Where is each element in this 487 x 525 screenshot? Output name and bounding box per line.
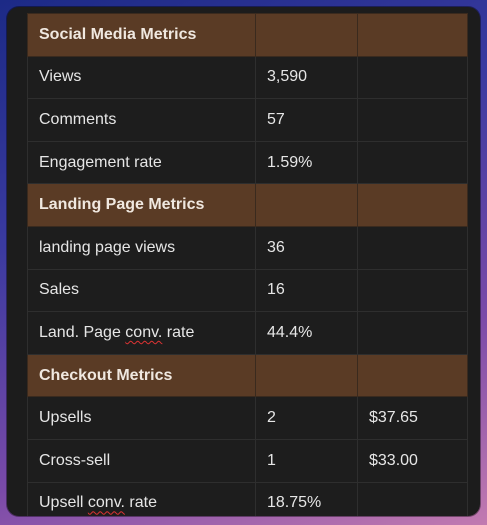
table-cell[interactable] [255, 353, 358, 398]
row-extra[interactable]: $37.65 [357, 396, 468, 440]
table-row: Sales 16 [27, 268, 468, 313]
row-label[interactable]: landing page views [27, 225, 256, 270]
table-cell[interactable] [357, 353, 468, 398]
row-label[interactable]: Land. Page conv. rate [27, 311, 256, 355]
row-extra[interactable] [357, 481, 468, 516]
section-header-landing-page: Landing Page Metrics [27, 183, 468, 227]
table-row: Engagement rate 1.59% [27, 140, 468, 185]
table-row: Cross-sell 1 $33.00 [27, 438, 468, 483]
table-row: Upsell conv. rate 18.75% [27, 481, 468, 516]
metrics-table: Social Media Metrics Views 3,590 Comment… [27, 13, 468, 516]
section-title[interactable]: Checkout Metrics [27, 353, 256, 398]
table-row: landing page views 36 [27, 225, 468, 270]
row-extra[interactable] [357, 268, 468, 313]
row-value[interactable]: 1 [255, 438, 358, 483]
section-header-social-media: Social Media Metrics [27, 13, 468, 57]
label-text: rate [124, 494, 157, 512]
row-label[interactable]: Engagement rate [27, 140, 256, 185]
row-value[interactable]: 3,590 [255, 55, 358, 100]
table-row: Comments 57 [27, 98, 468, 142]
row-value[interactable]: 18.75% [255, 481, 358, 516]
table-row: Upsells 2 $37.65 [27, 396, 468, 440]
row-label[interactable]: Upsells [27, 396, 256, 440]
row-label[interactable]: Comments [27, 98, 256, 142]
spellcheck-flagged-word: conv. [87, 494, 125, 512]
table-cell[interactable] [357, 183, 468, 227]
row-extra[interactable] [357, 98, 468, 142]
row-extra[interactable] [357, 311, 468, 355]
row-value[interactable]: 36 [255, 225, 358, 270]
section-title[interactable]: Social Media Metrics [27, 13, 256, 57]
row-value[interactable]: 16 [255, 268, 358, 313]
section-header-checkout: Checkout Metrics [27, 353, 468, 398]
row-label[interactable]: Sales [27, 268, 256, 313]
table-cell[interactable] [255, 183, 358, 227]
row-label[interactable]: Cross-sell [27, 438, 256, 483]
row-value[interactable]: 57 [255, 98, 358, 142]
metrics-window: Social Media Metrics Views 3,590 Comment… [7, 7, 480, 516]
label-text: Upsell [39, 494, 88, 512]
table-cell[interactable] [357, 13, 468, 57]
row-value[interactable]: 1.59% [255, 140, 358, 185]
label-text: rate [162, 323, 195, 341]
row-value[interactable]: 44.4% [255, 311, 358, 355]
section-title[interactable]: Landing Page Metrics [27, 183, 256, 227]
table-cell[interactable] [255, 13, 358, 57]
table-row: Views 3,590 [27, 55, 468, 100]
label-text: Land. Page [39, 323, 126, 341]
row-extra[interactable] [357, 55, 468, 100]
row-extra[interactable] [357, 140, 468, 185]
spellcheck-flagged-word: conv. [125, 323, 163, 341]
row-extra[interactable]: $33.00 [357, 438, 468, 483]
row-extra[interactable] [357, 225, 468, 270]
row-label[interactable]: Views [27, 55, 256, 100]
row-value[interactable]: 2 [255, 396, 358, 440]
row-label[interactable]: Upsell conv. rate [27, 481, 256, 516]
table-row: Land. Page conv. rate 44.4% [27, 311, 468, 355]
